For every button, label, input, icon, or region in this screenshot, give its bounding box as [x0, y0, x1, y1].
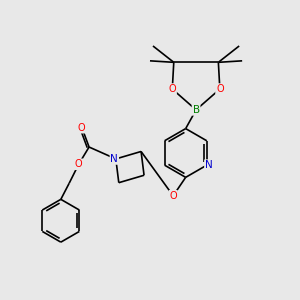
Text: O: O [169, 191, 177, 201]
Text: O: O [75, 159, 82, 169]
Text: O: O [78, 123, 86, 133]
Text: N: N [110, 154, 118, 164]
Text: O: O [216, 84, 224, 94]
Text: O: O [169, 84, 176, 94]
Text: B: B [193, 105, 200, 115]
Text: N: N [205, 160, 213, 170]
